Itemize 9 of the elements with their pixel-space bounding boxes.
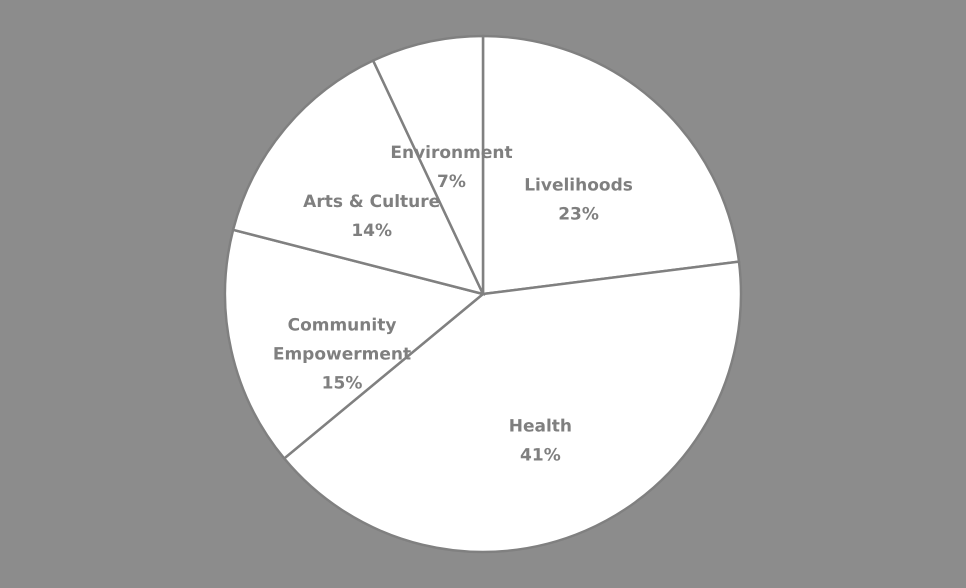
slice-label: Arts & Culture [303,192,440,212]
data-label: 41% [520,446,561,466]
data-label: 14% [351,220,392,241]
data-label: 15% [322,374,362,394]
slice-label: Health [508,416,572,437]
slice-label: Community Empowerment [272,316,412,365]
data-label: 7% [437,172,466,192]
data-label: 23% [558,204,599,225]
slice-label: Livelihoods [524,176,633,196]
